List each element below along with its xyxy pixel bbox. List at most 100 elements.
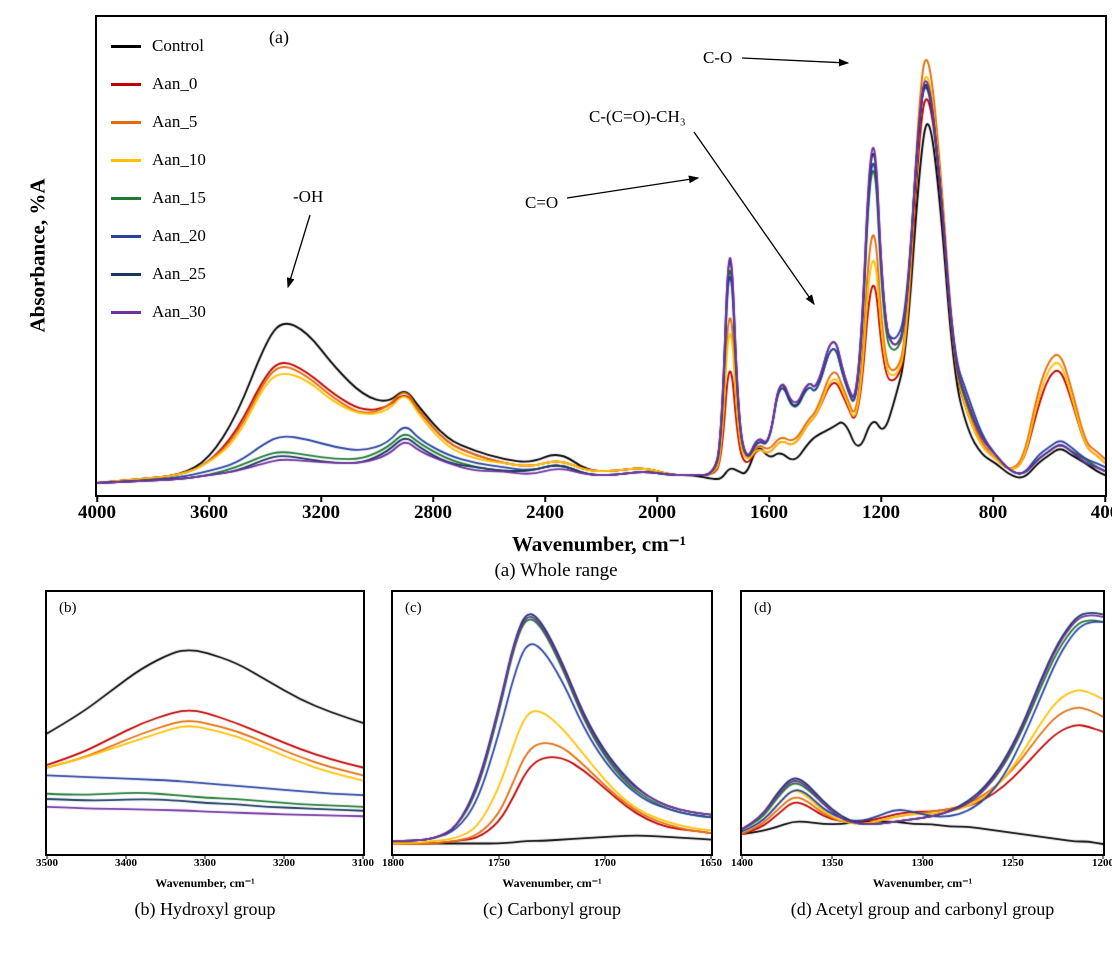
legend-label: Aan_25	[152, 264, 206, 283]
axis-tick	[1104, 495, 1106, 502]
spectra-canvas	[393, 592, 711, 854]
spectra-canvas	[47, 592, 363, 854]
axis-tick	[922, 854, 923, 859]
axis-tick-label: 2400	[526, 502, 564, 523]
axis-tick	[208, 495, 210, 502]
axis-tick-label: 1800	[382, 857, 404, 869]
legend-line-swatch	[111, 120, 141, 124]
axis-tick	[320, 495, 322, 502]
axis-tick-label: 2800	[414, 502, 452, 523]
axis-tick	[710, 854, 712, 859]
panel-c-tag: (c)	[405, 600, 422, 616]
legend-item: Aan_30	[111, 293, 206, 331]
axis-tick	[283, 854, 285, 859]
panel-b: (b) 3500 3400 3300 3200 3100 Wavenumber, cm⁻…	[36, 590, 374, 920]
annotation-acetyl-label: C-(C=O)-CH₃	[589, 107, 686, 126]
panel-d-tag: (d)	[754, 600, 772, 616]
axis-tick-label: 3200	[273, 857, 295, 869]
axis-tick	[604, 854, 606, 859]
axis-tick-label: 1200	[862, 502, 900, 523]
axis-tick	[831, 854, 833, 859]
axis-tick-label: 1350	[821, 857, 844, 869]
legend-label: Aan_0	[152, 74, 198, 93]
spectra-canvas	[97, 17, 1105, 495]
annotation-oh-label: -OH	[293, 187, 324, 206]
panel-b-plot: (b) 3500 3400 3300 3200 3100	[36, 590, 374, 869]
panel-c: (c) 1800 1750 1700 1650 Wavenumber, cm⁻¹ (c…	[382, 590, 722, 920]
axis-tick	[741, 854, 743, 859]
panel-b-x-axis-label: Wavenumber, cm⁻¹	[155, 876, 255, 890]
axis-tick	[880, 495, 882, 502]
axis-tick-label: 1700	[594, 857, 616, 869]
axis-tick	[432, 495, 434, 502]
annotation-carbonyl-label: C=O	[525, 193, 559, 212]
panel-a-tag: (a)	[269, 27, 289, 47]
x-axis-label: Wavenumber, cm⁻¹	[511, 532, 687, 556]
axis-tick-label: 1400	[731, 857, 753, 869]
axis-tick	[362, 854, 364, 859]
panel-a-plot: Control Aan_0 Aan_5 Aan_10 Aan_15 Aan_20 Aan_2…	[78, 15, 1112, 523]
axis-tick-label: 1250	[1001, 857, 1024, 869]
axis-tick-label: 1300	[911, 857, 934, 869]
panel-d: (d) 1400 1350 1300 1250 1200 Wavenumber, cm⁻…	[731, 590, 1112, 920]
legend-line-swatch	[111, 272, 141, 276]
legend-item: Control	[111, 27, 206, 65]
spectra-canvas	[742, 592, 1103, 854]
panel-d-plot: (d) 1400 1350 1300 1250 1200	[731, 590, 1112, 869]
legend-label: Aan_10	[152, 150, 206, 169]
panel-c-x-axis-label: Wavenumber, cm⁻¹	[502, 876, 602, 890]
axis-tick	[498, 854, 500, 859]
legend-line-swatch	[111, 196, 141, 200]
legend-label: Aan_5	[152, 112, 198, 131]
legend-label: Aan_15	[152, 188, 206, 207]
axis-tick-label: 4000	[78, 502, 116, 523]
caption-hydroxyl-group: (b) Hydroxyl group	[134, 899, 276, 919]
legend-line-swatch	[111, 234, 141, 238]
axis-tick	[392, 854, 394, 859]
axis-tick-label: 800	[978, 502, 1008, 523]
panel-d-x-axis-label: Wavenumber, cm⁻¹	[872, 876, 973, 890]
axis-tick-label: 3500	[36, 857, 58, 869]
axis-tick	[204, 854, 206, 859]
axis-tick-label: 1650	[700, 857, 722, 869]
legend-item: Aan_10	[111, 141, 206, 179]
legend-item: Aan_25	[111, 255, 206, 293]
axis-tick-label: 3400	[115, 857, 137, 869]
legend-label: Control	[152, 36, 204, 55]
axis-tick	[768, 495, 770, 502]
axis-tick-label: 3300	[194, 857, 216, 869]
axis-tick	[125, 854, 127, 859]
axis-tick-label: 3200	[302, 502, 340, 523]
axis-tick-label: 3100	[352, 857, 374, 869]
axis-tick	[46, 854, 48, 859]
y-axis-label: Absorbance, %A	[25, 178, 50, 333]
axis-tick	[656, 495, 658, 502]
legend-item: Aan_15	[111, 179, 206, 217]
legend: Control Aan_0 Aan_5 Aan_10 Aan_15 Aan_20 Aan_2…	[111, 27, 206, 331]
caption-whole-range: (a) Whole range	[494, 560, 618, 581]
legend-item: Aan_20	[111, 217, 206, 255]
annotation-ether-label: C-O	[703, 48, 733, 67]
legend-line-swatch	[111, 158, 141, 162]
legend-label: Aan_20	[152, 226, 206, 245]
panel-b-tag: (b)	[59, 600, 77, 616]
axis-tick-label: 2000	[638, 502, 676, 523]
axis-tick	[1012, 854, 1014, 859]
legend-item: Aan_5	[111, 103, 206, 141]
axis-tick	[992, 495, 994, 502]
axis-tick	[96, 495, 98, 502]
legend-line-swatch	[111, 44, 141, 48]
legend-line-swatch	[111, 82, 141, 86]
axis-tick	[544, 495, 546, 502]
axis-tick-label: 1200	[1092, 857, 1112, 869]
legend-label: Aan_30	[152, 302, 206, 321]
axis-tick-label: 1750	[488, 857, 510, 869]
caption-carbonyl-group: (c) Carbonyl group	[483, 899, 621, 919]
legend-line-swatch	[111, 310, 141, 314]
axis-tick-label: 400	[1090, 502, 1112, 523]
caption-acetyl-carbonyl-group: (d) Acetyl group and carbonyl group	[790, 899, 1055, 919]
panel-c-plot: (c) 1800 1750 1700 1650	[382, 590, 722, 869]
axis-tick	[1102, 854, 1104, 859]
axis-tick-label: 1600	[750, 502, 788, 523]
